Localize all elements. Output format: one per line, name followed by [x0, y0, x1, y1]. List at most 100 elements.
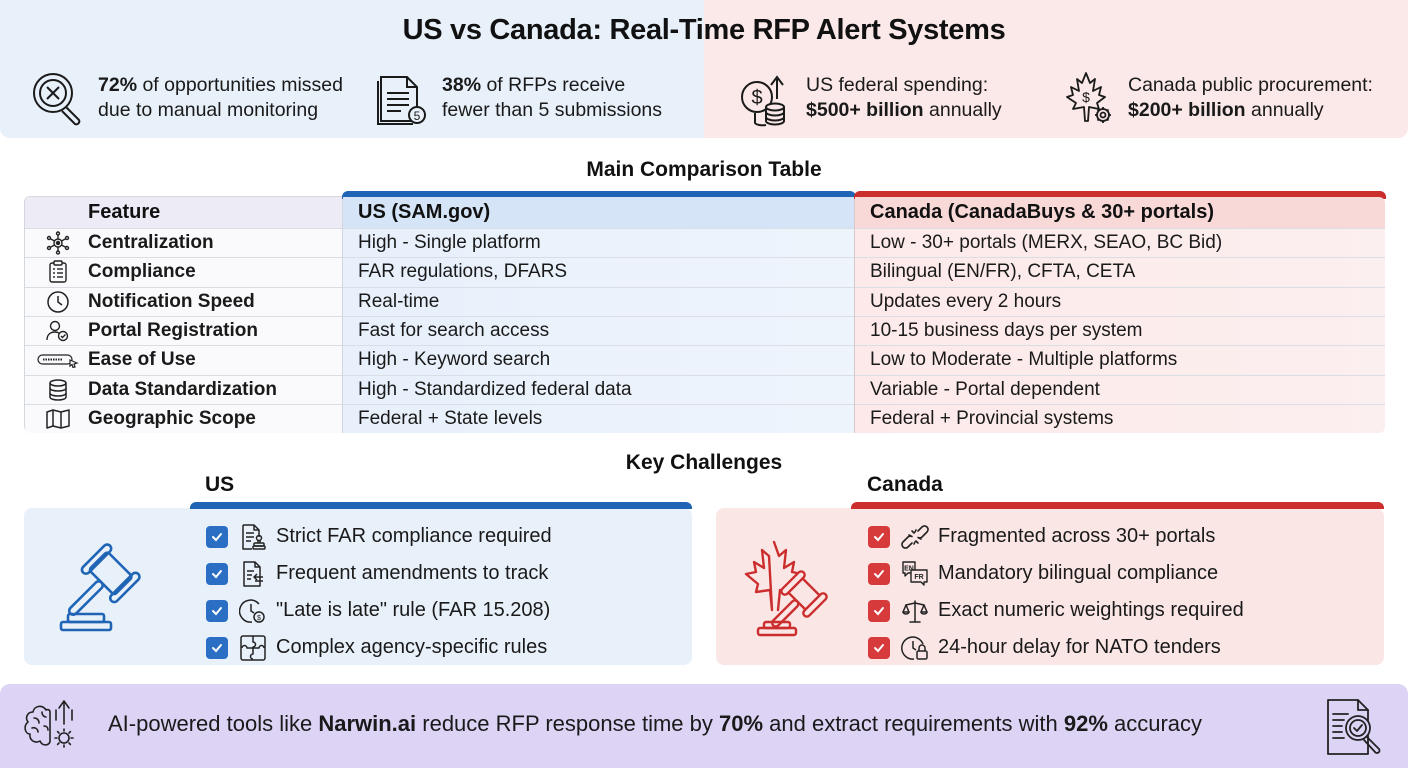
checkbox-checked[interactable] [868, 636, 890, 659]
maple-leaf-dollar-gear-icon: $ [1058, 68, 1118, 128]
magnifier-x-icon [28, 68, 88, 128]
canada-cell: Updates every 2 hours [870, 290, 1062, 312]
table-row: High - Standardized federal data [343, 374, 854, 404]
table-row: Variable - Portal dependent [855, 374, 1385, 404]
table-row: Low to Moderate - Multiple platforms [855, 345, 1385, 374]
user-check-icon [45, 319, 71, 343]
us-challenges-panel: Strict FAR compliance required Frequent … [24, 502, 692, 666]
svg-text:$: $ [751, 87, 762, 109]
comparison-table: Feature Centralization [24, 191, 1386, 433]
table-row: Federal + State levels [343, 403, 854, 433]
us-cell: FAR regulations, DFARS [358, 261, 568, 283]
header-canada: Canada (CanadaBuys & 30+ portals) [870, 201, 1214, 223]
us-accent-bar [342, 191, 856, 199]
bilingual-chat-icon: EN FR [900, 559, 930, 589]
table-row: High - Single platform [343, 228, 854, 257]
challenge-text: Fragmented across 30+ portals [938, 525, 1216, 547]
table-row: Bilingual (EN/FR), CFTA, CETA [855, 257, 1385, 286]
document-arrow-icon [238, 559, 268, 589]
footer-banner: AI-powered tools like Narwin.ai reduce R… [0, 684, 1408, 768]
list-item: EN FR Mandatory bilingual compliance [868, 555, 1244, 592]
canada-challenges-label: Canada [867, 473, 943, 496]
clipboard-checklist-icon [45, 260, 71, 284]
canada-cell: Low to Moderate - Multiple platforms [870, 349, 1178, 371]
scales-icon [900, 596, 930, 626]
svg-text:FR: FR [914, 574, 923, 581]
list-item: Fragmented across 30+ portals [868, 518, 1244, 555]
table-header-row: Canada (CanadaBuys & 30+ portals) [855, 197, 1385, 228]
document-magnifier-check-icon [1322, 696, 1386, 758]
table-row: 10-15 business days per system [855, 315, 1385, 345]
page-title: US vs Canada: Real-Time RFP Alert System… [402, 14, 1006, 46]
us-challenge-list: Strict FAR compliance required Frequent … [206, 518, 552, 666]
svg-text:$: $ [257, 615, 261, 622]
challenges-title: Key Challenges [625, 451, 783, 474]
us-cell: High - Keyword search [358, 349, 551, 371]
svg-text:5: 5 [414, 109, 421, 123]
challenge-text: Complex agency-specific rules [276, 636, 548, 658]
search-bar-cursor-icon [37, 348, 79, 372]
feature-label: Geographic Scope [88, 407, 256, 429]
list-item: Complex agency-specific rules [206, 629, 552, 666]
canada-challenge-list: Fragmented across 30+ portals EN FR Mand… [868, 518, 1244, 666]
checkbox-checked[interactable] [206, 525, 228, 548]
us-cell: High - Standardized federal data [358, 378, 632, 400]
list-item: Strict FAR compliance required [206, 518, 552, 555]
stat-canada-procurement: $ Canada public procurement: $200+ billi… [1058, 68, 1373, 128]
feature-label: Data Standardization [88, 378, 277, 400]
feature-label: Centralization [88, 232, 214, 254]
list-item: Exact numeric weightings required [868, 592, 1244, 629]
us-column: US (SAM.gov) High - Single platform FAR … [342, 191, 856, 433]
header-feature: Feature [88, 201, 161, 223]
dollar-coins-arrow-icon: $ [736, 68, 796, 128]
checkbox-checked[interactable] [206, 599, 228, 622]
table-row: Updates every 2 hours [855, 286, 1385, 316]
table-row: Real-time [343, 286, 854, 316]
challenge-text: Exact numeric weightings required [938, 599, 1244, 621]
stat-value: $500+ billion [806, 99, 924, 121]
checkbox-checked[interactable] [868, 599, 890, 622]
clock-icon [45, 290, 71, 314]
us-cell: Real-time [358, 290, 440, 312]
checkbox-checked[interactable] [206, 636, 228, 659]
checkbox-checked[interactable] [868, 525, 890, 548]
canada-cell: Variable - Portal dependent [870, 378, 1100, 400]
table-row: FAR regulations, DFARS [343, 257, 854, 286]
list-item: $ "Late is late" rule (FAR 15.208) [206, 592, 552, 629]
checkbox-checked[interactable] [868, 562, 890, 585]
header-banner: US vs Canada: Real-Time RFP Alert System… [0, 0, 1408, 140]
challenge-text: Mandatory bilingual compliance [938, 562, 1219, 584]
table-row: Ease of Use [25, 345, 342, 374]
table-row: Data Standardization [25, 374, 342, 404]
broken-link-icon [900, 522, 930, 552]
feature-label: Notification Speed [88, 290, 255, 312]
clock-alert-icon: $ [238, 596, 268, 626]
challenge-text: "Late is late" rule (FAR 15.208) [276, 599, 551, 621]
table-row: High - Keyword search [343, 345, 854, 374]
us-cell: Fast for search access [358, 320, 550, 342]
canada-accent-bar [854, 191, 1386, 199]
svg-text:EN: EN [904, 565, 914, 572]
us-challenges-accent-bar [190, 502, 692, 509]
table-title: Main Comparison Table [586, 158, 822, 181]
checkbox-checked[interactable] [206, 562, 228, 585]
table-row: Compliance [25, 257, 342, 286]
list-item: Frequent amendments to track [206, 555, 552, 592]
table-row: Notification Speed [25, 286, 342, 316]
table-row: Fast for search access [343, 315, 854, 345]
table-row: Geographic Scope [25, 403, 342, 433]
database-icon [45, 378, 71, 402]
us-cell: Federal + State levels [358, 407, 543, 429]
stat-value: 72% [98, 74, 138, 96]
canada-cell: Federal + Provincial systems [870, 407, 1114, 429]
canada-challenges-accent-bar [851, 502, 1384, 509]
table-row: Low - 30+ portals (MERX, SEAO, BC Bid) [855, 228, 1385, 257]
maple-leaf-gavel-icon [734, 538, 840, 643]
document-stamp-icon [238, 522, 268, 552]
table-header-row: US (SAM.gov) [343, 197, 854, 228]
extraction-accuracy: 92% [1063, 711, 1108, 736]
table-row: Portal Registration [25, 315, 342, 345]
gavel-icon [58, 540, 158, 637]
brand-narwin: Narwin.ai [318, 711, 417, 736]
canada-cell: Low - 30+ portals (MERX, SEAO, BC Bid) [870, 232, 1223, 254]
